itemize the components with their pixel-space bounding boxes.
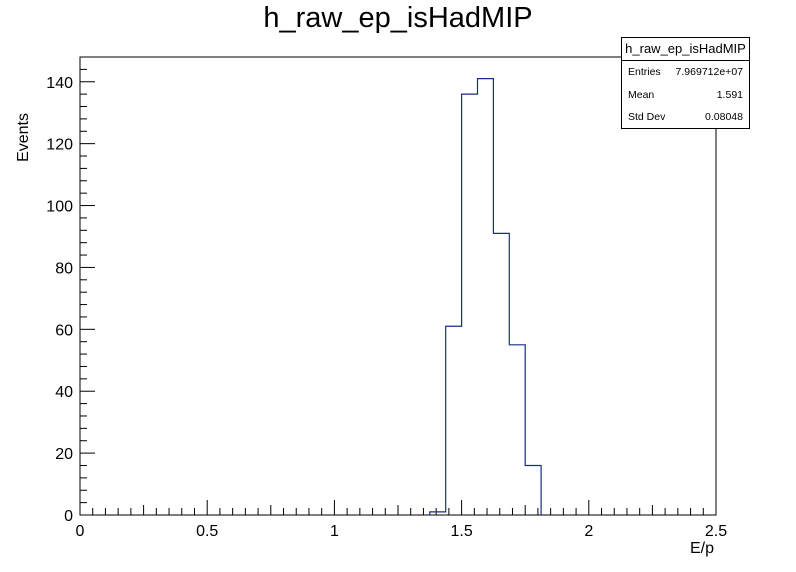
- y-tick-label: 140: [46, 75, 73, 92]
- x-tick-label: 1.5: [450, 523, 472, 540]
- chart-title: h_raw_ep_isHadMIP: [263, 2, 533, 34]
- stats-row-std-dev: Std Dev 0.08048: [622, 106, 749, 129]
- x-tick-label: 1: [330, 523, 339, 540]
- stats-label: Mean: [628, 88, 655, 101]
- y-tick-label: 20: [55, 446, 73, 463]
- x-tick-label: 0.5: [196, 523, 218, 540]
- y-axis-ticks: 0 20 40 60 80 100 120 140: [46, 56, 95, 525]
- y-tick-label: 0: [64, 508, 73, 525]
- stats-title: h_raw_ep_isHadMIP: [622, 38, 749, 61]
- stats-label: Std Dev: [628, 111, 666, 124]
- stats-value: 0.08048: [705, 111, 743, 124]
- stats-row-entries: Entries 7.969712e+07: [622, 61, 749, 84]
- stats-value: 1.591: [716, 88, 743, 101]
- x-tick-label: 2.5: [705, 523, 727, 540]
- stats-row-mean: Mean 1.591: [622, 84, 749, 107]
- y-tick-label: 60: [55, 322, 73, 339]
- histogram-series: [429, 78, 542, 515]
- y-axis-label: Events: [15, 113, 32, 162]
- y-tick-label: 100: [46, 199, 73, 216]
- y-tick-label: 120: [46, 137, 73, 154]
- x-tick-label: 2: [584, 523, 593, 540]
- y-tick-label: 80: [55, 260, 73, 277]
- y-tick-label: 40: [55, 384, 73, 401]
- stats-value: 7.969712e+07: [675, 66, 743, 78]
- stats-box: h_raw_ep_isHadMIP Entries 7.969712e+07 M…: [621, 37, 750, 129]
- x-axis-ticks: 0 0.5 1 1.5 2 2.5: [76, 500, 727, 540]
- stats-label: Entries: [628, 66, 661, 78]
- x-axis-label: E/p: [690, 540, 714, 557]
- x-tick-label: 0: [76, 523, 85, 540]
